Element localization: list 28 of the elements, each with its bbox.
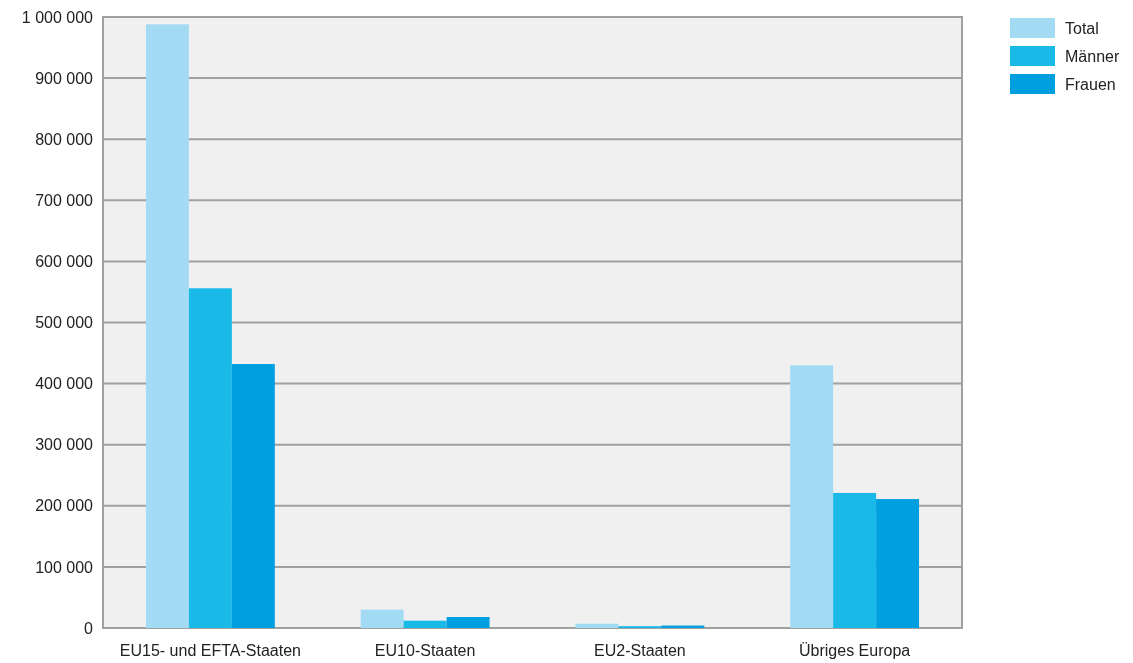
x-tick-label: EU10-Staaten [374,642,476,659]
y-tick-label: 300 000 [35,436,94,454]
y-tick-label: 500 000 [35,314,94,332]
y-tick-label: 600 000 [35,253,94,270]
y-tick-label: 200 000 [35,497,94,515]
bar [833,492,877,628]
bar [876,499,920,628]
y-tick-label: 100 000 [35,558,94,576]
legend-label: Total [1065,19,1099,37]
legend-label: Frauen [1065,75,1116,93]
bar [360,609,404,628]
x-tick-label: EU15- und EFTA-Staaten [119,642,301,659]
y-tick-label: 0 [84,619,94,637]
bar [231,364,275,628]
x-tick-label: EU2-Staaten [594,642,686,659]
bar [145,24,189,628]
y-tick-label: 400 000 [35,375,94,393]
bar [790,365,834,628]
y-tick-label: 900 000 [35,69,94,87]
x-tick-label: Übriges Europa [799,642,911,659]
y-tick-label: 1 000 000 [21,8,94,26]
y-tick-label: 800 000 [35,130,94,148]
legend-label: Männer [1065,47,1120,65]
y-tick-label: 700 000 [35,191,94,209]
bar [575,623,619,628]
bar [446,617,490,628]
bar [188,288,232,628]
bar [403,620,447,628]
